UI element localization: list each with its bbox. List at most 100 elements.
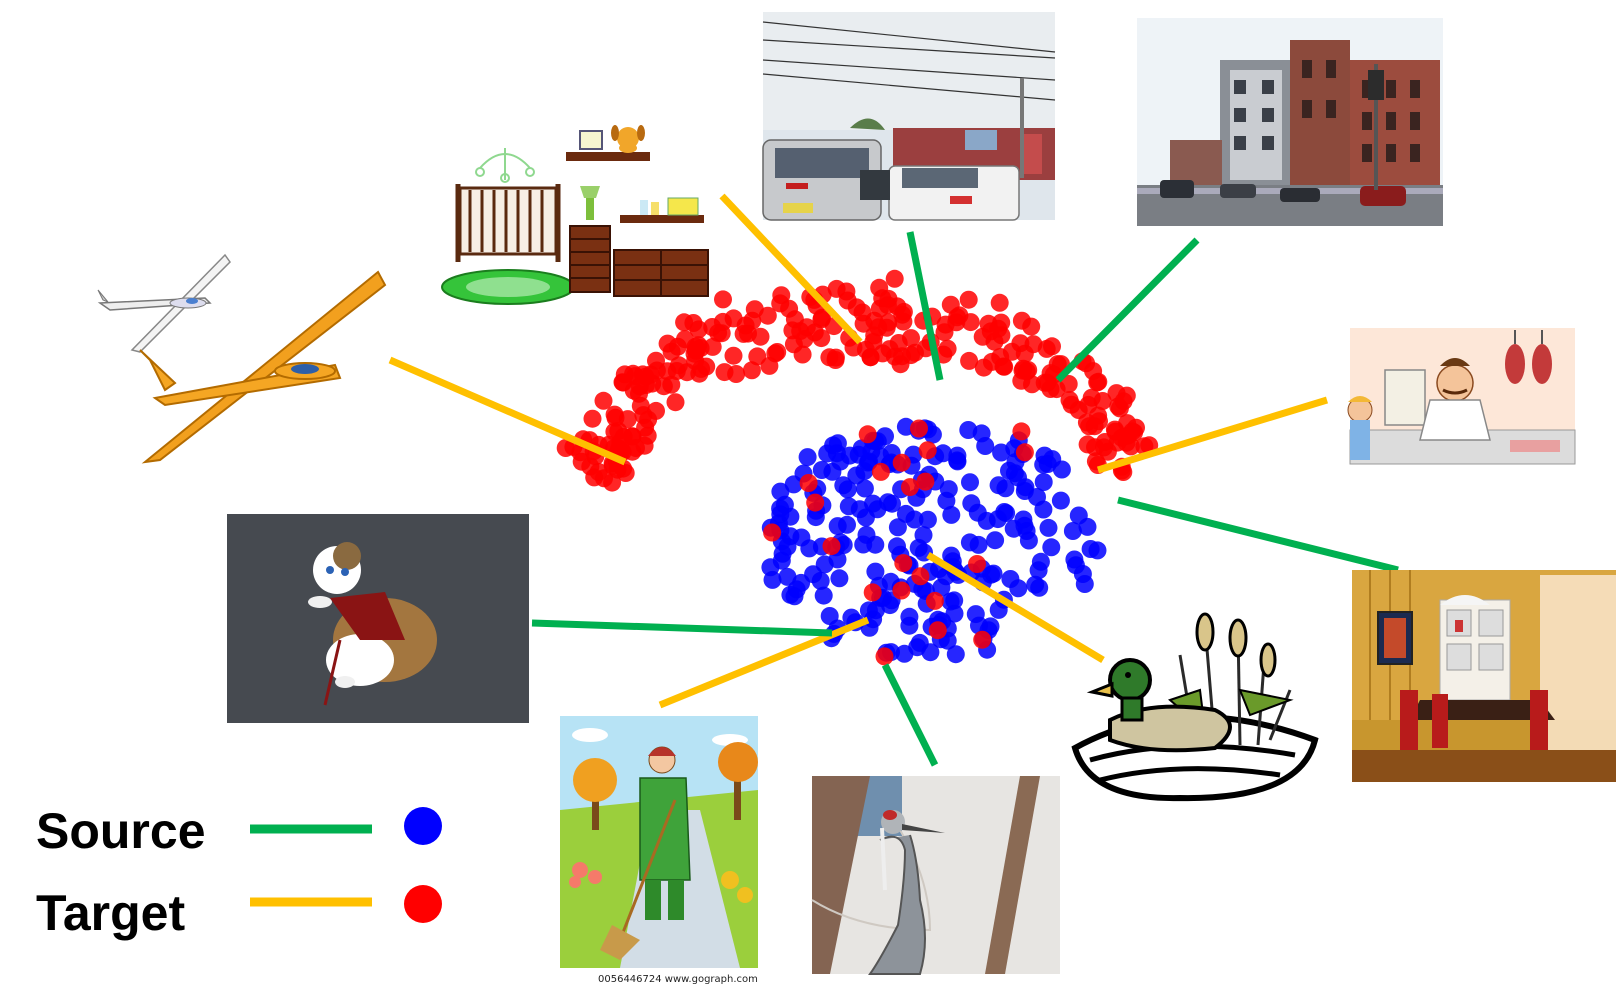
scatter-point — [820, 348, 839, 367]
scatter-point — [885, 269, 904, 288]
scatter-point — [822, 537, 841, 556]
scatter-point — [1042, 538, 1061, 557]
scatter-point — [942, 505, 961, 524]
legend: Source Target — [36, 803, 442, 941]
scatter-point — [1127, 418, 1145, 437]
legend-target-dot — [404, 885, 442, 923]
scatter-point — [1034, 473, 1053, 491]
scatter-point — [614, 459, 633, 478]
scatter-point — [936, 315, 955, 334]
scatter-point — [1084, 362, 1103, 381]
scatter-point — [1073, 565, 1092, 583]
feature-scatter-cloud — [556, 269, 1159, 666]
scatter-point — [605, 422, 624, 441]
scatter-point — [847, 466, 866, 485]
mallard-duck-icon — [1086, 658, 1232, 753]
scatter-point — [806, 493, 825, 512]
scatter-point — [918, 510, 937, 529]
crane-bird-photo — [811, 776, 1060, 975]
scatter-point — [896, 417, 915, 436]
scatter-point — [977, 511, 996, 530]
connector-cat — [531, 619, 833, 637]
scatter-point — [959, 421, 978, 439]
scatter-point — [858, 425, 877, 444]
scatter-point — [1078, 435, 1097, 454]
scatter-point — [838, 515, 856, 534]
wall-shelf — [566, 152, 650, 161]
scatter-point — [925, 591, 944, 610]
scatter-point — [871, 462, 890, 481]
scatter-point — [880, 340, 899, 359]
scatter-point — [1015, 443, 1034, 462]
scatter-point — [986, 531, 1005, 550]
scatter-point — [662, 375, 681, 394]
scatter-point — [894, 302, 913, 321]
scatter-point — [714, 290, 732, 309]
scatter-point — [1031, 552, 1050, 571]
puppy-toy-icon — [611, 125, 645, 153]
scatter-point — [1019, 531, 1038, 550]
scatter-point — [1028, 488, 1046, 506]
scatter-point — [763, 570, 782, 589]
scatter-point — [1108, 433, 1127, 452]
scatter-point — [942, 546, 961, 565]
sandhill-crane-icon — [868, 810, 945, 975]
scatter-point — [798, 448, 817, 467]
street-cars-photo — [762, 12, 1056, 221]
scatter-point — [875, 647, 894, 666]
scatter-point — [901, 478, 919, 497]
cat-costume-photo — [227, 514, 529, 723]
scatter-point — [727, 365, 746, 383]
scatter-point — [871, 447, 890, 466]
scatter-point — [916, 472, 935, 491]
scatter-point — [1014, 510, 1033, 529]
scatter-point — [910, 419, 928, 438]
scatter-point — [814, 586, 833, 605]
scatter-point — [763, 523, 782, 542]
scatter-point — [703, 337, 722, 356]
scatter-point — [1012, 422, 1031, 441]
scatter-point — [989, 476, 1008, 495]
scatter-point — [894, 554, 913, 573]
scatter-point — [748, 347, 767, 366]
scatter-point — [883, 494, 901, 513]
scatter-point — [800, 539, 819, 558]
scatter-point — [687, 341, 706, 360]
scatter-point — [989, 600, 1008, 619]
scatter-point — [902, 346, 920, 365]
nursery-furniture-clipart — [441, 125, 709, 305]
scatter-point — [603, 473, 622, 492]
lamp-icon — [580, 186, 600, 220]
scatter-point — [1009, 468, 1027, 487]
scatter-point — [989, 319, 1008, 338]
scatter-point — [864, 494, 882, 513]
scatter-point — [866, 562, 885, 581]
scatter-point — [918, 441, 937, 460]
scatter-point — [948, 452, 967, 471]
scatter-point — [633, 365, 652, 384]
scatter-point — [950, 306, 969, 325]
scatter-point — [1012, 311, 1031, 330]
scatter-point — [859, 601, 878, 620]
scatter-point — [1035, 446, 1054, 465]
legend-source-label: Source — [36, 803, 206, 859]
scatter-point — [666, 393, 685, 412]
legend-target-label: Target — [36, 885, 185, 941]
gardener-watermark: 0056446724 www.gograph.com — [598, 974, 758, 985]
scatter-point — [1110, 399, 1129, 418]
scatter-point — [973, 630, 992, 649]
scatter-point — [787, 580, 806, 599]
connector-glider — [388, 356, 627, 466]
scatter-point — [812, 461, 831, 479]
scatter-point — [1041, 380, 1060, 398]
scatter-point — [614, 373, 633, 392]
scatter-point — [1026, 575, 1045, 594]
scatter-point — [990, 293, 1009, 312]
scatter-point — [606, 408, 625, 427]
scatter-point — [911, 567, 930, 586]
connector-nursery — [719, 193, 863, 345]
scatter-point — [689, 320, 708, 339]
scatter-point — [1069, 506, 1088, 525]
scatter-point — [678, 363, 696, 382]
scatter-point — [855, 479, 874, 498]
